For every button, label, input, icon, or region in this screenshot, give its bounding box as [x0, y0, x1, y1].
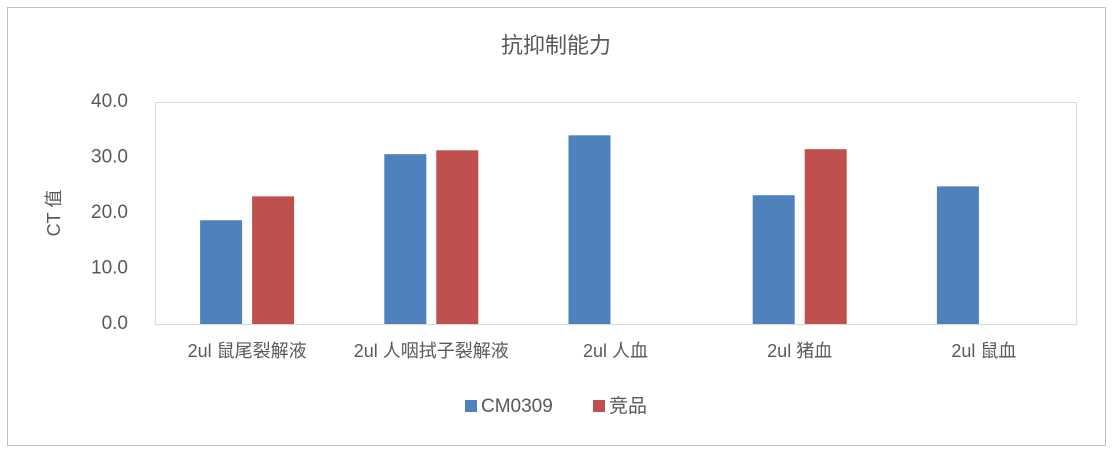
- x-tick-label: 2ul 猪血: [767, 341, 832, 361]
- x-tick-label: 2ul 人血: [583, 341, 648, 361]
- bar: [804, 149, 847, 324]
- x-tick-label: 2ul 鼠血: [951, 341, 1016, 361]
- bar: [200, 220, 243, 324]
- y-tick-label: 10.0: [91, 258, 128, 279]
- legend-swatch: [593, 400, 605, 412]
- y-tick-label: 20.0: [91, 202, 128, 223]
- chart-title: 抗抑制能力: [501, 33, 611, 58]
- bar: [252, 196, 295, 324]
- y-tick-label: 0.0: [102, 313, 128, 334]
- chart-frame: [7, 7, 1106, 446]
- y-tick-label: 30.0: [91, 147, 128, 168]
- y-tick-label: 40.0: [91, 91, 128, 112]
- bar: [936, 186, 979, 324]
- legend-label: CM0309: [481, 396, 553, 417]
- bar: [436, 150, 479, 324]
- x-tick-label: 2ul 人咽拭子裂解液: [354, 341, 509, 361]
- legend-swatch: [465, 400, 477, 412]
- y-axis-label: CT 值: [44, 190, 64, 237]
- bar: [568, 135, 611, 324]
- x-tick-label: 2ul 鼠尾裂解液: [188, 341, 307, 361]
- bar: [384, 154, 427, 324]
- legend-label: 竞品: [609, 395, 647, 417]
- bar: [752, 195, 795, 324]
